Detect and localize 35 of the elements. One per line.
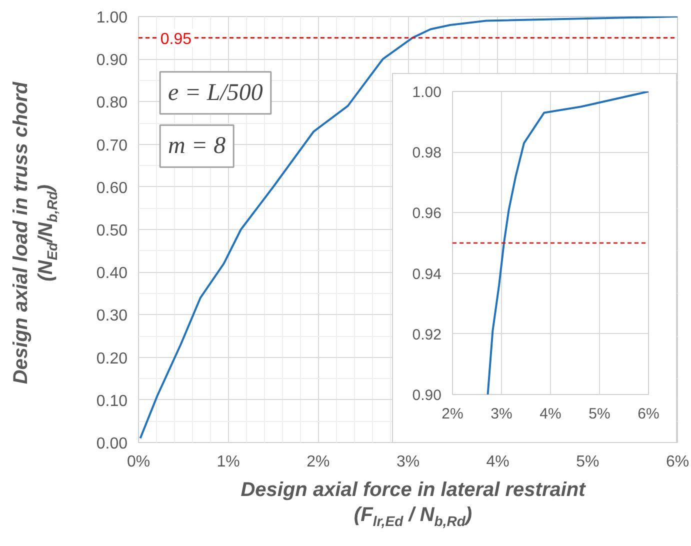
x-tick-label: 4%	[540, 406, 562, 422]
y-tick-label: 1.00	[412, 84, 442, 101]
x-axis-title: Design axial force in lateral restraint (F$_{lr,Ed}$ / N$_{b,Rd}$)	[240, 478, 587, 530]
x-tick-label: 3%	[396, 454, 420, 470]
x-tick-label: 4%	[486, 454, 510, 470]
x-tick-label: 3%	[490, 406, 512, 422]
x-tick-label: 2%	[306, 454, 330, 470]
y-tick-label: 0.80	[96, 94, 128, 112]
line-series	[486, 92, 648, 394]
y-tick-label: 0.00	[96, 436, 128, 452]
y-tick-label: 0.30	[96, 308, 128, 325]
y-tick-label: 0.60	[96, 180, 128, 197]
x-tick-label: 5%	[588, 406, 610, 422]
x-tick-label: 2%	[442, 406, 464, 422]
x-tick-label: 6%	[666, 454, 690, 470]
annotation: e = L/500	[168, 80, 263, 106]
y-tick-label: 1.00	[96, 10, 128, 26]
x-tick-label: 0%	[126, 454, 150, 470]
y-tick-label: 0.90	[96, 52, 128, 70]
y-tick-label: 0.94	[412, 266, 442, 283]
y-tick-label: 0.92	[412, 326, 442, 344]
x-tick-label: 6%	[638, 406, 660, 422]
x-tick-label: 1%	[216, 454, 240, 470]
ref-line-label: 0.95	[160, 30, 192, 48]
y-tick-label: 0.98	[412, 144, 442, 162]
y-tick-label: 0.70	[96, 137, 128, 154]
y-tick-label: 0.40	[96, 265, 128, 282]
x-tick-label: 5%	[576, 454, 600, 470]
annotation: m = 8	[168, 133, 226, 160]
y-tick-label: 0.10	[96, 392, 128, 410]
y-tick-label: 0.50	[96, 222, 128, 240]
y-tick-label: 0.90	[412, 387, 442, 404]
y-tick-label: 0.96	[412, 205, 442, 222]
line-series	[139, 16, 678, 440]
y-tick-label: 0.20	[96, 350, 128, 368]
